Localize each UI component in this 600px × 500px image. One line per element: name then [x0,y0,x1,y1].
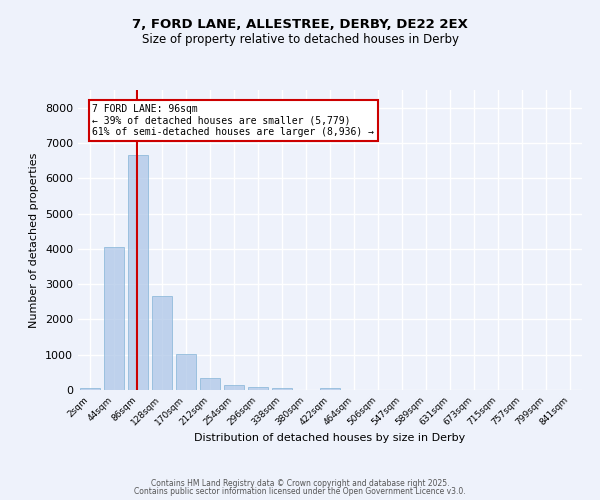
Text: Size of property relative to detached houses in Derby: Size of property relative to detached ho… [142,32,458,46]
Bar [272,388,292,390]
Bar [248,386,268,390]
Text: Contains public sector information licensed under the Open Government Licence v3: Contains public sector information licen… [134,487,466,496]
Bar [104,247,124,390]
Bar [320,388,340,390]
Bar [176,354,196,390]
Bar [152,296,172,390]
Text: Contains HM Land Registry data © Crown copyright and database right 2025.: Contains HM Land Registry data © Crown c… [151,478,449,488]
Bar [224,386,244,390]
Bar [200,378,220,390]
X-axis label: Distribution of detached houses by size in Derby: Distribution of detached houses by size … [194,432,466,442]
Y-axis label: Number of detached properties: Number of detached properties [29,152,40,328]
Bar [80,388,100,390]
Text: 7, FORD LANE, ALLESTREE, DERBY, DE22 2EX: 7, FORD LANE, ALLESTREE, DERBY, DE22 2EX [132,18,468,30]
Text: 7 FORD LANE: 96sqm
← 39% of detached houses are smaller (5,779)
61% of semi-deta: 7 FORD LANE: 96sqm ← 39% of detached hou… [92,104,374,138]
Bar [128,156,148,390]
